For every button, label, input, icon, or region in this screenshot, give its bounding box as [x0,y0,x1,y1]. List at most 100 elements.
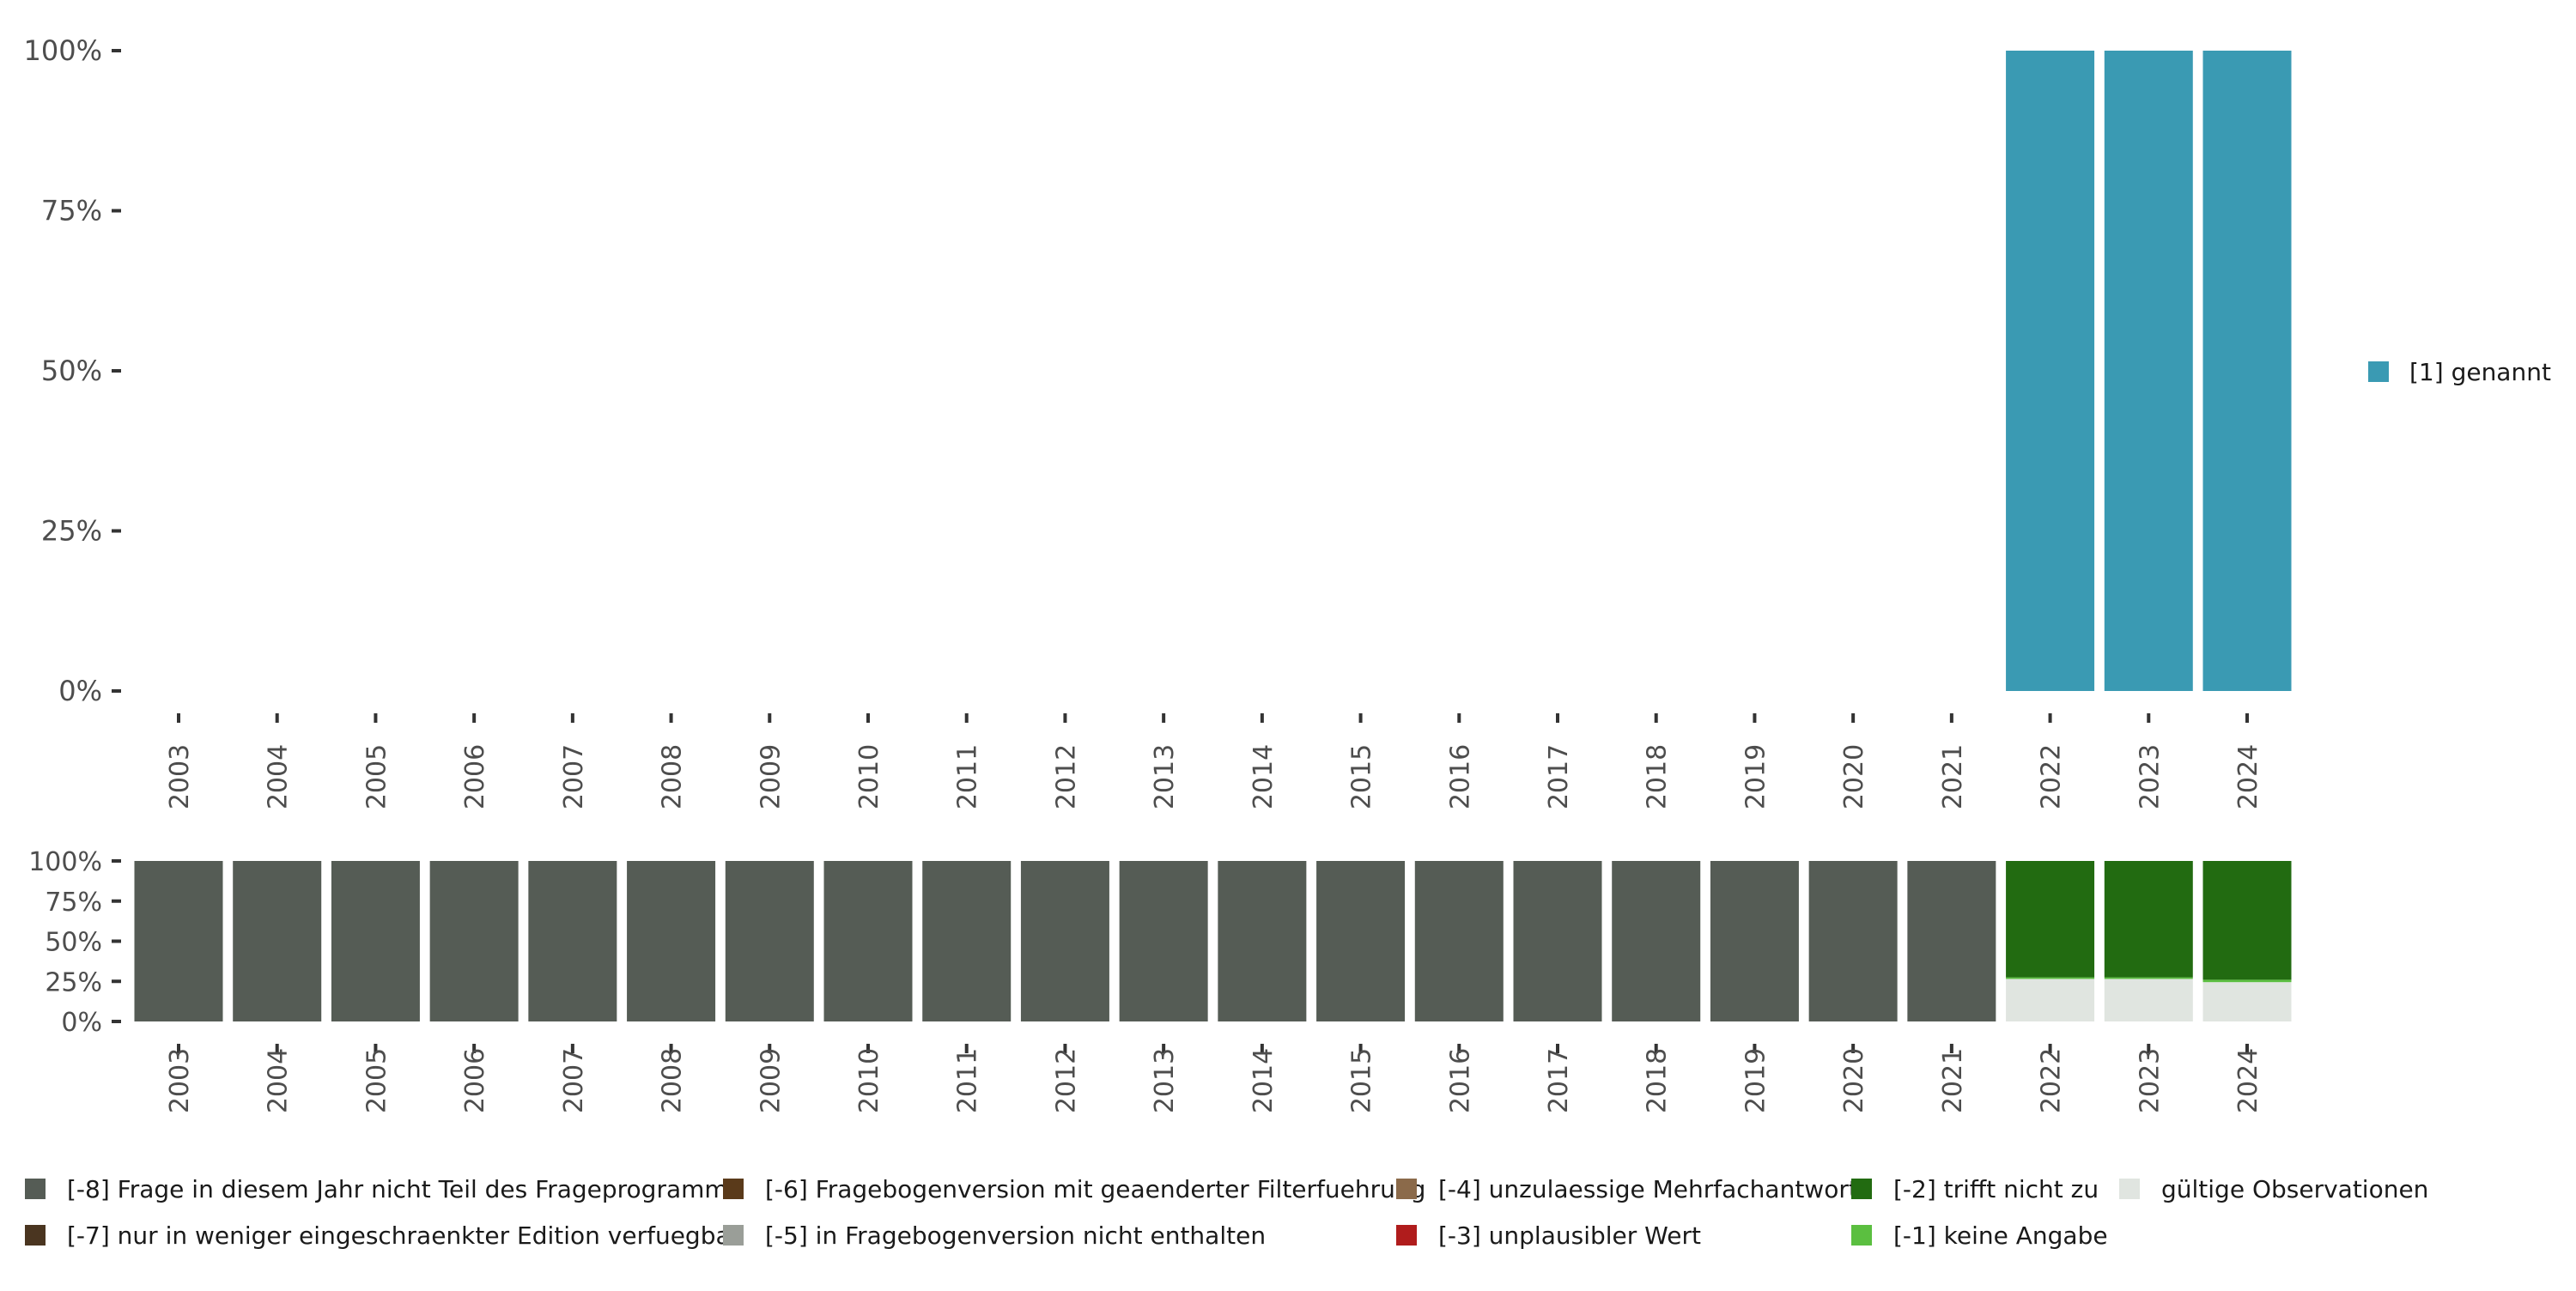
y-tick-label: 50% [41,355,102,387]
y-tick-label: 50% [45,928,102,958]
x-tick-label: 2014 [1249,744,1279,809]
bar-segment [2006,979,2095,1021]
x-tick-label: 2010 [854,1048,884,1113]
x-tick-label: 2012 [1051,1048,1081,1113]
bar-segment [1316,861,1406,1021]
x-tick-label: 2021 [1938,744,1968,809]
bar-segment [1513,861,1602,1021]
x-tick-label: 2015 [1347,744,1377,809]
x-tick-label: 2004 [264,744,294,809]
bar-segment [1808,861,1898,1021]
legend-key [723,1225,744,1246]
x-tick-label: 2007 [559,1048,589,1113]
legend-key [723,1179,744,1199]
panel-bottom: 0% 25% 50% 75% 100% 2003 2004 2005 2006 2007 2008 2… [28,847,2292,1113]
bar-segment [2202,861,2292,980]
legend-key [1851,1225,1872,1246]
legend-label: [-7] nur in weniger eingeschraenkter Edi… [67,1221,741,1250]
y-tick-label: 25% [41,515,102,548]
x-tick-label: 2004 [264,1048,294,1113]
bar-segment [1907,861,1996,1021]
bar-segment [1612,861,1701,1021]
x-tick-label: 2011 [953,1048,983,1113]
x-tick-label: 2017 [1544,744,1574,809]
bar-segment [331,861,420,1021]
x-tick-label: 2014 [1249,1048,1279,1113]
legend-label: [-3] unplausibler Wert [1438,1221,1701,1250]
bar-segment [429,861,519,1021]
panel-top: 0% 25% 50% 75% 100% 2003 2004 2005 2006 2007 2008 2… [24,34,2292,809]
legend-bottom: [-8] Frage in diesem Jahr nicht Teil des… [25,1175,2428,1250]
bar-segment [528,861,617,1021]
x-tick-label: 2005 [361,744,392,809]
bar-segment [2104,977,2193,979]
x-tick-label: 2021 [1938,1048,1968,1113]
x-tick-label: 2019 [1741,744,1771,809]
x-tick-label: 2003 [165,1048,195,1113]
y-tick-label: 75% [41,195,102,227]
bar-segment [2104,979,2193,1021]
x-tick-label: 2005 [361,1048,392,1113]
legend-label: [-2] trifft nicht zu [1893,1175,2099,1203]
legend-key [1396,1225,1417,1246]
legend-key [2368,361,2389,382]
x-tick-label: 2008 [658,1048,688,1113]
x-tick-label: 2015 [1347,1048,1377,1113]
x-tick-label: 2013 [1150,744,1180,809]
bar-segment [2006,51,2095,691]
legend-top: [1] genannt [2368,358,2551,386]
legend-key [1396,1179,1417,1199]
x-tick-label: 2007 [559,744,589,809]
legend-label: [-6] Fragebogenversion mit geaenderter F… [765,1175,1425,1203]
x-tick-label: 2010 [854,744,884,809]
x-tick-label: 2006 [460,744,490,809]
legend-label: [1] genannt [2409,358,2551,386]
x-tick-label: 2016 [1445,1048,1475,1113]
legend-label: [-5] in Fragebogenversion nicht enthalte… [765,1221,1266,1250]
bar-segment [2202,979,2292,983]
legend-label: [-4] unzulaessige Mehrfachantwort [1438,1175,1858,1203]
bar-segment [2006,861,2095,978]
bar-segment [233,861,322,1021]
bar-segment [1119,861,1208,1021]
y-tick-label: 0% [61,1008,102,1038]
bar-segment [1414,861,1504,1021]
bar-segment [1710,861,1799,1021]
x-tick-label: 2024 [2233,744,2263,809]
legend-label: [-8] Frage in diesem Jahr nicht Teil des… [67,1175,740,1203]
bar-segment [134,861,223,1021]
x-tick-label: 2023 [2135,1048,2165,1113]
x-tick-label: 2020 [1839,744,1869,809]
bar-segment [2202,982,2292,1021]
x-tick-label: 2013 [1150,1048,1180,1113]
bar-segment [725,861,814,1021]
x-tick-label: 2006 [460,1048,490,1113]
bar-segment [823,861,913,1021]
x-tick-label: 2022 [2037,1048,2067,1113]
x-tick-label: 2011 [953,744,983,809]
legend-key [1851,1179,1872,1199]
x-tick-label: 2012 [1051,744,1081,809]
bar-segment [2006,977,2095,979]
bar-segment [2104,51,2193,691]
y-tick-label: 100% [24,34,102,67]
legend-key [25,1179,46,1199]
x-tick-label: 2017 [1544,1048,1574,1113]
bar-segment [1218,861,1307,1021]
bar-segment [2202,51,2292,691]
x-tick-label: 2020 [1839,1048,1869,1113]
bar-segment [627,861,716,1021]
legend-key [25,1225,46,1246]
bar-segment [2104,861,2193,978]
x-tick-label: 2023 [2135,744,2165,809]
x-tick-label: 2003 [165,744,195,809]
x-tick-label: 2024 [2233,1048,2263,1113]
x-tick-label: 2008 [658,744,688,809]
x-tick-label: 2016 [1445,744,1475,809]
bar-segment [1020,861,1109,1021]
y-tick-label: 25% [45,967,102,997]
legend-label: [-1] keine Angabe [1893,1221,2108,1250]
y-tick-label: 0% [58,675,102,707]
y-tick-label: 75% [45,888,102,918]
